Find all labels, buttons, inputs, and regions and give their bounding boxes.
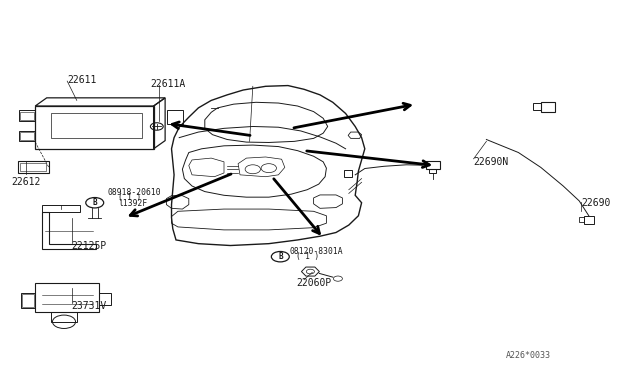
- Text: A226*0033: A226*0033: [506, 351, 550, 360]
- Text: B: B: [92, 198, 97, 207]
- Text: 22690: 22690: [581, 198, 611, 208]
- Text: 22612: 22612: [12, 177, 41, 187]
- Text: ( 1 ): ( 1 ): [296, 252, 319, 261]
- Text: 22125P: 22125P: [72, 241, 107, 250]
- Text: 22060P: 22060P: [296, 278, 332, 288]
- Text: 22611A: 22611A: [150, 79, 186, 89]
- Text: 08918-20610: 08918-20610: [108, 188, 161, 197]
- Text: 08120-8301A: 08120-8301A: [289, 247, 343, 256]
- Text: ( 1 ): ( 1 ): [118, 193, 141, 202]
- Text: 22690N: 22690N: [474, 157, 509, 167]
- Text: l1392F: l1392F: [118, 199, 148, 208]
- Text: 22611: 22611: [67, 75, 97, 85]
- Text: B: B: [278, 252, 283, 261]
- Text: 23731V: 23731V: [72, 301, 107, 311]
